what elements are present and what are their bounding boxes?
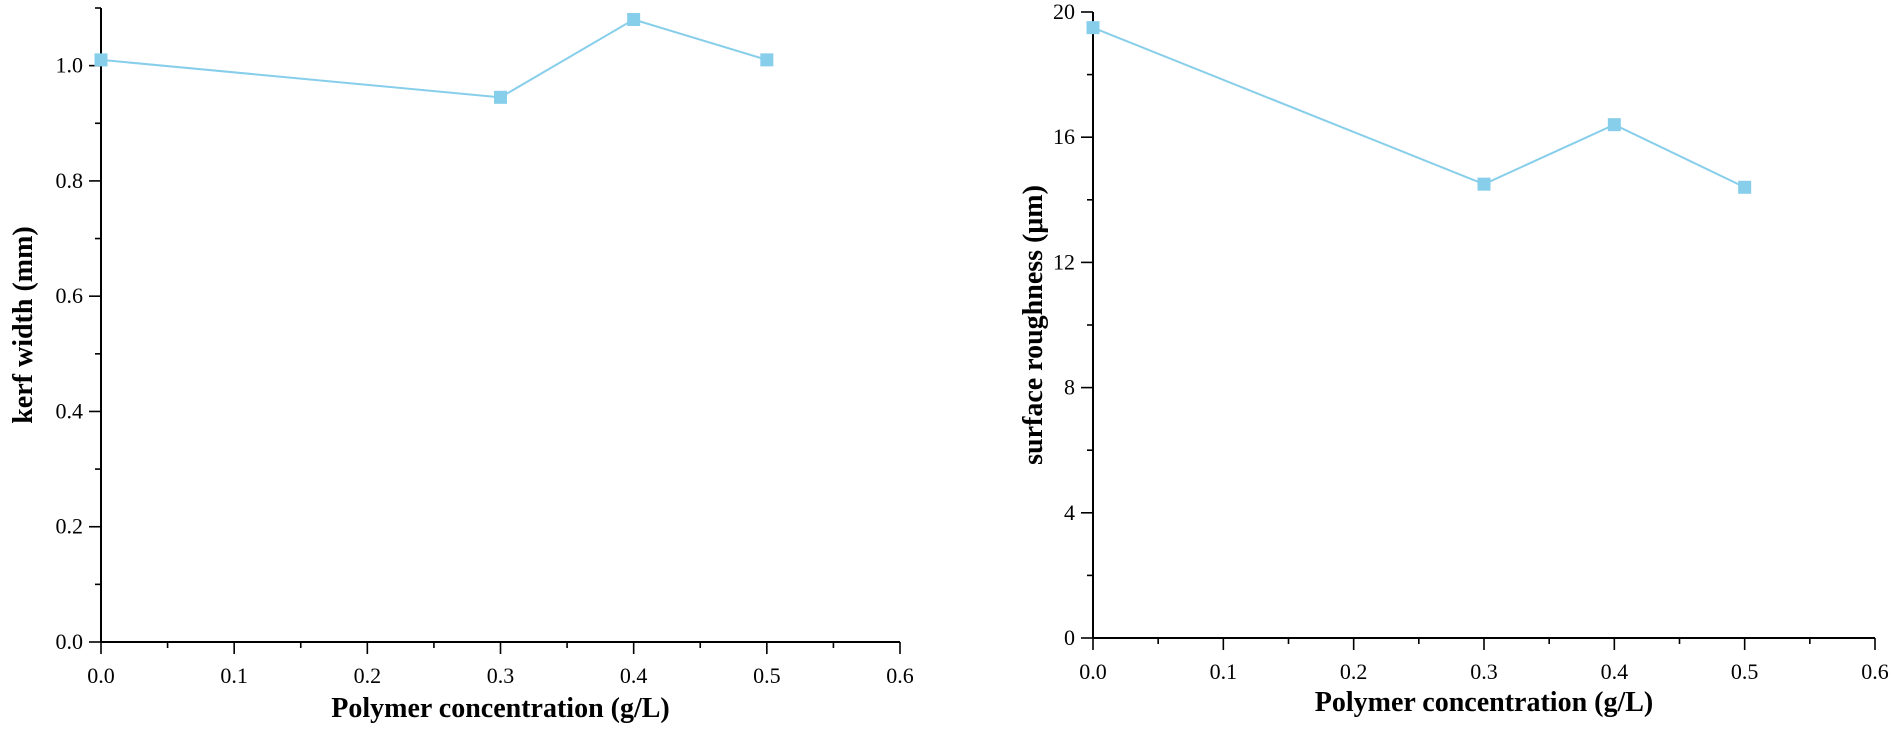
x-tick-label: 0.1: [1210, 659, 1238, 684]
y-tick-label: 16: [1053, 124, 1075, 149]
x-tick-label: 0.1: [220, 663, 248, 688]
x-tick-label: 0.0: [87, 663, 115, 688]
surface-roughness-chart: 0 4 8 12 16 20 0.0 0.1 0.2 0.3 0.4 0.5 0.6 Polymer co…: [1018, 0, 1889, 718]
x-tick-label: 0.6: [1861, 659, 1889, 684]
x-tick-label: 0.3: [487, 663, 515, 688]
y-axis-title: kerf width (mm): [8, 226, 39, 424]
data-point-marker: [1607, 118, 1621, 132]
data-point-marker: [760, 53, 774, 67]
x-tick-label: 0.5: [753, 663, 781, 688]
y-tick-label: 1.0: [56, 53, 84, 78]
y-tick-label: 0.4: [56, 398, 84, 423]
x-tick-label: 0.2: [1340, 659, 1368, 684]
y-axis-title: surface roughness (μm): [1018, 185, 1049, 465]
y-tick-label: 0.2: [56, 514, 84, 539]
x-axis-title: Polymer concentration (g/L): [1315, 687, 1654, 718]
data-point-marker: [94, 53, 108, 67]
y-tick-label: 20: [1053, 0, 1075, 24]
y-tick-label: 0.6: [56, 283, 84, 308]
x-tick-label: 0.5: [1731, 659, 1759, 684]
y-tick-label: 8: [1064, 375, 1075, 400]
y-tick-label: 4: [1064, 500, 1075, 525]
data-point-marker: [1086, 21, 1100, 35]
x-axis-title: Polymer concentration (g/L): [331, 693, 670, 724]
y-tick-label: 0.0: [56, 629, 84, 654]
x-tick-label: 0.3: [1470, 659, 1498, 684]
x-tick-label: 0.0: [1079, 659, 1107, 684]
series-line: [1092, 26, 1746, 189]
x-tick-label: 0.4: [620, 663, 648, 688]
x-tick-label: 0.2: [354, 663, 382, 688]
data-point-marker: [1738, 180, 1752, 194]
series-line: [100, 18, 768, 99]
data-point-marker: [627, 13, 641, 27]
y-tick-label: 0.8: [56, 168, 84, 193]
x-tick-label: 0.4: [1601, 659, 1629, 684]
kerf-width-chart: 0.0 0.2 0.4 0.6 0.8 1.0 0.0 0.1 0.2 0.3 0.4 0.5 0.6 P…: [8, 7, 914, 724]
data-point-marker: [494, 90, 507, 104]
data-point-marker: [1477, 177, 1491, 191]
x-tick-label: 0.6: [886, 663, 914, 688]
y-tick-label: 0: [1064, 625, 1075, 650]
y-tick-label: 12: [1053, 249, 1075, 274]
